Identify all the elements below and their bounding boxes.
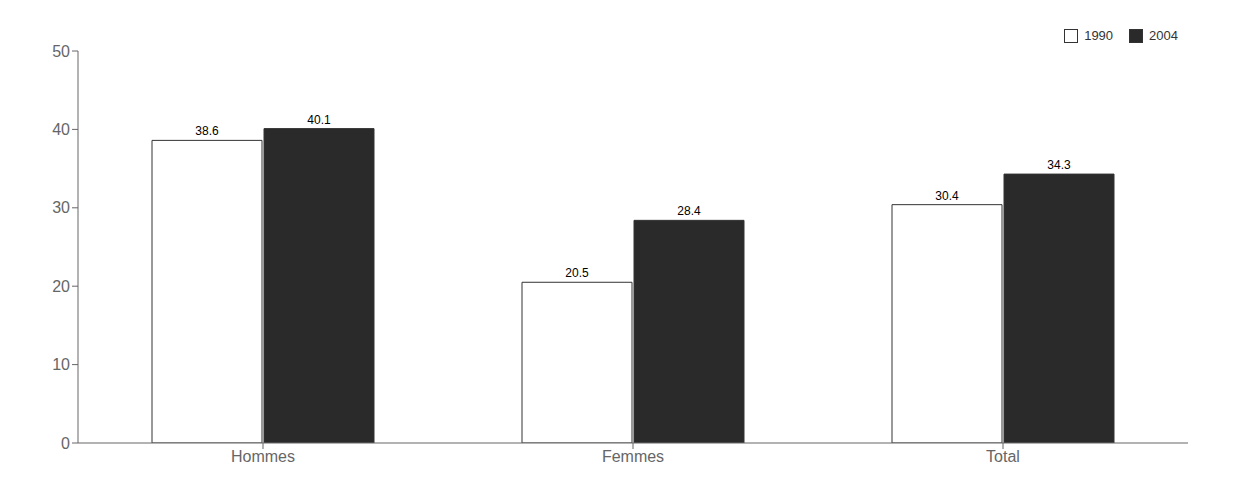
svg-text:40.1: 40.1 — [307, 113, 331, 127]
svg-text:0: 0 — [61, 435, 70, 452]
svg-text:Total: Total — [986, 448, 1020, 465]
svg-text:Hommes: Hommes — [231, 448, 295, 465]
svg-text:34.3: 34.3 — [1047, 158, 1071, 172]
html-text:1990: 1990 — [1084, 28, 1114, 43]
svg-text:20: 20 — [52, 278, 70, 295]
svg-text:30: 30 — [52, 199, 70, 216]
svg-text:28.4: 28.4 — [677, 204, 701, 218]
svg-text:38.6: 38.6 — [195, 124, 219, 138]
svg-text:50: 50 — [52, 43, 70, 60]
svg-text:30.4: 30.4 — [935, 189, 959, 203]
svg-text:40: 40 — [52, 121, 70, 138]
svg-text:10: 10 — [52, 356, 70, 373]
svg-text:Femmes: Femmes — [602, 448, 664, 465]
svg-text:20.5: 20.5 — [565, 266, 589, 280]
html-text:2004: 2004 — [1149, 28, 1178, 43]
